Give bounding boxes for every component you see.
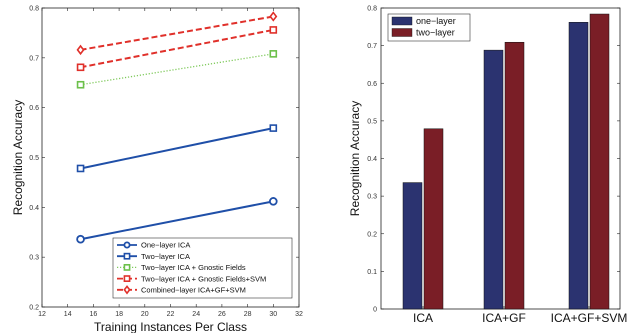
legend-entry: two−layer: [391, 28, 455, 38]
data-point-circle: [268, 197, 278, 206]
legend-label: Two−layer ICA + Gnostic Fields: [141, 263, 246, 272]
y-tick-label: 0.5: [29, 155, 39, 162]
y-tick-label: 0.3: [367, 194, 377, 201]
x-tick-label: 24: [192, 311, 200, 318]
legend-label: One−layer ICA: [141, 241, 190, 250]
series-path: [80, 53, 274, 86]
legend-entry: Combined−layer ICA+GF+SVM: [117, 285, 246, 295]
x-tick-label: 20: [141, 311, 149, 318]
series-path: [80, 200, 274, 241]
series-line-3: [76, 50, 278, 89]
y-axis-label: Recognition Accuracy: [348, 101, 362, 216]
x-tick-label: 16: [90, 311, 98, 318]
x-tick-label: ICA: [413, 311, 433, 325]
y-tick-label: 0.3: [29, 255, 39, 262]
y-tick-label: 0: [373, 307, 377, 314]
legend-swatch: [391, 28, 413, 37]
x-tick-label: 30: [269, 311, 277, 318]
y-tick-label: 0.2: [367, 231, 377, 238]
data-point-circle: [123, 241, 131, 249]
legend-entry: Two−layer ICA + Gnostic Fields+SVM: [117, 274, 266, 283]
x-tick-label: ICA+GF+SVM: [551, 311, 628, 325]
y-tick-label: 0.4: [367, 156, 377, 163]
series-line-2: [76, 124, 278, 173]
y-tick-label: 0.7: [367, 43, 377, 50]
y-tick-label: 0.4: [29, 205, 39, 212]
x-tick-label: 22: [167, 311, 175, 318]
y-tick-label: 0.6: [29, 105, 39, 112]
bar-chart: 0 0.1 0.2 0.3 0.4 0.5 0.6 0.7 0.8 Recognition Acc…: [348, 6, 627, 326]
legend-entry: One−layer ICA: [117, 241, 190, 250]
series-path: [80, 28, 274, 69]
series-line-5: [76, 11, 278, 56]
bar-two-layer: [423, 128, 444, 310]
bar-two-layer: [504, 41, 525, 310]
data-point-square: [76, 164, 85, 173]
legend-entry: Two−layer ICA: [117, 252, 190, 261]
series-line-1: [76, 197, 278, 244]
x-tick-label: ICA+GF: [482, 311, 526, 325]
legend-label: one−layer: [416, 16, 456, 26]
data-point-square: [76, 63, 85, 72]
data-point-square: [123, 263, 131, 271]
data-point-square: [76, 80, 85, 89]
x-axis-label: Training Instances Per Class: [94, 320, 247, 333]
series-path: [80, 15, 274, 51]
x-tick-label: 12: [38, 311, 46, 318]
series-path: [80, 127, 274, 170]
y-tick-label: 0.7: [29, 55, 39, 62]
y-tick-label: 0.5: [367, 118, 377, 125]
legend-label: Two−layer ICA + Gnostic Fields+SVM: [141, 274, 266, 283]
y-tick-label: 0.8: [367, 6, 377, 13]
data-point-square: [269, 26, 278, 34]
data-point-diamond: [269, 11, 278, 22]
bar-one-layer: [402, 182, 423, 310]
y-tick-label: 0.6: [367, 81, 377, 88]
legend-swatch: [391, 16, 413, 26]
x-tick-label: 18: [115, 311, 123, 318]
data-point-diamond: [76, 44, 85, 56]
series-line-4: [76, 26, 278, 72]
y-tick-label: 0.1: [367, 269, 377, 276]
data-point-diamond: [123, 285, 131, 295]
legend-label: Two−layer ICA: [141, 252, 190, 261]
y-tick-label: 0.8: [29, 6, 39, 13]
y-tick-label: 0.2: [29, 305, 39, 312]
legend-entry: Two−layer ICA + Gnostic Fields: [117, 263, 246, 272]
data-point-square: [123, 275, 131, 282]
data-point-square: [269, 50, 278, 58]
bar-one-layer: [483, 49, 504, 310]
bar-one-layer: [568, 22, 589, 310]
x-tick-label: 14: [64, 311, 72, 318]
bar-two-layer: [589, 13, 610, 310]
x-tick-label: 26: [218, 311, 226, 318]
data-point-circle: [76, 234, 85, 244]
legend-box: [112, 237, 293, 299]
x-tick-label: 32: [295, 311, 303, 318]
legend-label: Combined−layer ICA+GF+SVM: [141, 286, 246, 295]
legend-label: two−layer: [416, 28, 455, 38]
data-point-square: [123, 252, 131, 260]
x-tick-label: 28: [244, 311, 252, 318]
y-axis-label: Recognition Accuracy: [11, 100, 25, 215]
legend-entry: one−layer: [391, 16, 456, 26]
line-chart: 12 14 16 18 20 22 24 26 28 30 32 0.2 0.3 0.4 0.5 0.6 0.7…: [11, 6, 303, 333]
data-point-square: [269, 124, 278, 132]
